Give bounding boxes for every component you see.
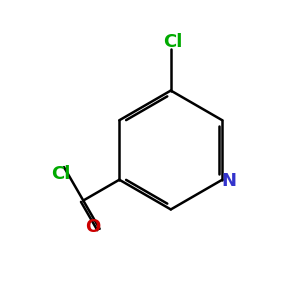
Text: O: O xyxy=(85,218,101,236)
Text: Cl: Cl xyxy=(51,166,71,184)
Text: Cl: Cl xyxy=(164,33,183,51)
Text: N: N xyxy=(221,172,236,190)
